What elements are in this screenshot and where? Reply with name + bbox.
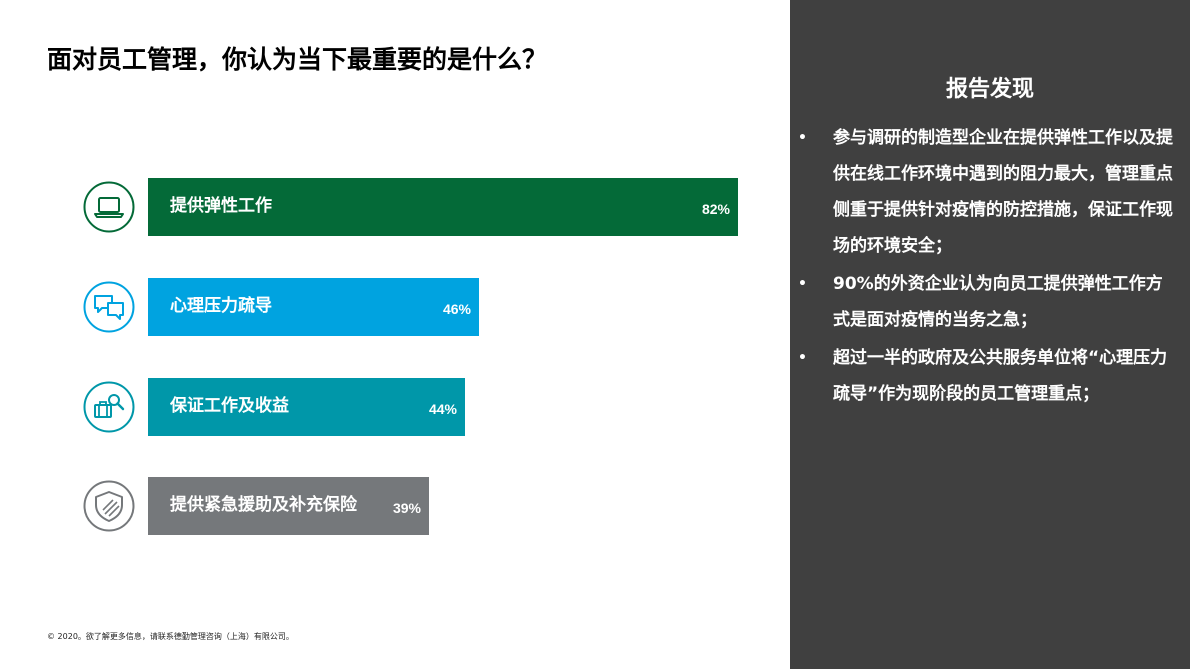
bullet-icon: •: [798, 130, 807, 146]
shield-icon: [83, 480, 135, 532]
finding-text: 参与调研的制造型企业在提供弹性工作以及提供在线工作环境中遇到的阻力最大，管理重点…: [833, 128, 1173, 256]
bullet-icon: •: [798, 276, 807, 292]
bar-value-label: 44%: [428, 401, 457, 417]
briefcase-search-icon: [83, 381, 135, 433]
bar-value-label: 46%: [442, 301, 471, 317]
bar-chart: 提供弹性工作 82% 心理压力疏导 46% 保证工作及收益 44% 提供紧急援助及补充保险 3…: [0, 178, 790, 535]
bar-value-label: 82%: [701, 201, 730, 217]
bar-row: 提供弹性工作 82%: [0, 178, 790, 236]
panel-title: 报告发现: [945, 77, 1034, 102]
finding-text: 超过一半的政府及公共服务单位将“心理压力疏导”作为现阶段的员工管理重点；: [833, 348, 1168, 404]
bar-row: 提供紧急援助及补充保险 39%: [0, 477, 790, 535]
bar: 心理压力疏导 46%: [148, 278, 479, 336]
bullet-icon: •: [798, 350, 807, 366]
bar-row: 保证工作及收益 44%: [0, 378, 790, 436]
bar: 提供弹性工作 82%: [148, 178, 738, 236]
findings-panel: 报告发现 • 参与调研的制造型企业在提供弹性工作以及提供在线工作环境中遇到的阻力…: [790, 0, 1190, 669]
copyright-footer: © 2020。欲了解更多信息，请联系德勤管理咨询（上海）有限公司。: [47, 632, 294, 641]
finding-item: • 参与调研的制造型企业在提供弹性工作以及提供在线工作环境中遇到的阻力最大，管理…: [790, 120, 1190, 264]
finding-text: 90%的外资企业认为向员工提供弹性工作方式是面对疫情的当务之急；: [833, 274, 1163, 330]
laptop-icon: [83, 181, 135, 233]
finding-item: • 90%的外资企业认为向员工提供弹性工作方式是面对疫情的当务之急；: [790, 266, 1190, 338]
bar-label: 提供紧急援助及补充保险: [170, 495, 357, 515]
chat-bubbles-icon: [83, 281, 135, 333]
bar-label: 心理压力疏导: [170, 296, 272, 316]
page-title: 面对员工管理，你认为当下最重要的是什么？: [47, 45, 548, 74]
bar: 保证工作及收益 44%: [148, 378, 465, 436]
bar-label: 提供弹性工作: [170, 196, 272, 216]
bar: 提供紧急援助及补充保险 39%: [148, 477, 429, 535]
findings-list: • 参与调研的制造型企业在提供弹性工作以及提供在线工作环境中遇到的阻力最大，管理…: [790, 120, 1190, 414]
finding-item: • 超过一半的政府及公共服务单位将“心理压力疏导”作为现阶段的员工管理重点；: [790, 340, 1190, 412]
bar-label: 保证工作及收益: [170, 396, 289, 416]
bar-value-label: 39%: [392, 500, 421, 516]
bar-row: 心理压力疏导 46%: [0, 278, 790, 336]
